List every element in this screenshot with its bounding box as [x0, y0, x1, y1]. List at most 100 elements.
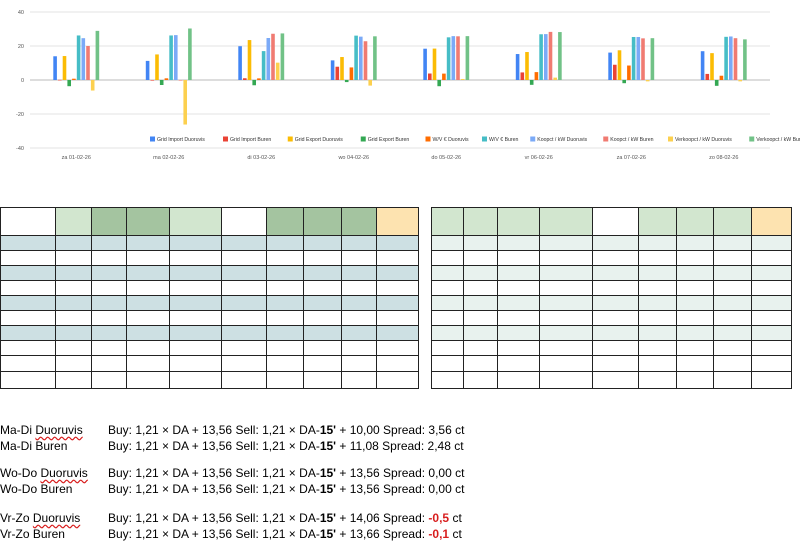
bar — [738, 80, 742, 82]
bar — [359, 36, 363, 80]
table-cell — [376, 310, 419, 326]
bar — [446, 37, 451, 80]
x-tick-label: di 03-02-26 — [247, 155, 275, 161]
bar — [373, 36, 377, 80]
buy-formula: Buy: 1,21 × DA + 13,56 — [108, 482, 233, 496]
table-cell — [376, 265, 419, 281]
date-cell — [0, 310, 56, 326]
empty-cell — [126, 355, 170, 372]
total-cell — [303, 371, 342, 389]
table-cell — [638, 325, 677, 341]
table-cell — [303, 235, 342, 251]
note-label-name: Duoruvis — [35, 423, 83, 437]
table-cell — [463, 265, 498, 281]
bar — [178, 80, 183, 81]
table-cell — [463, 280, 498, 296]
table-cell — [539, 295, 593, 311]
bar — [257, 78, 261, 80]
table-cell — [55, 325, 92, 341]
date-cell — [0, 250, 56, 266]
bar — [529, 80, 534, 85]
table-cell — [418, 280, 432, 296]
table-cell — [303, 250, 342, 266]
note-label-name: Buren — [35, 439, 68, 453]
table-cell — [463, 295, 498, 311]
note-formula: Buy: 1,21 × DA + 13,56 Sell: 1,21 × DA-1… — [108, 465, 464, 481]
table-cell — [169, 235, 222, 251]
table-cell — [418, 250, 432, 266]
total-cell — [676, 371, 714, 389]
note-formula: Buy: 1,21 × DA + 13,56 Sell: 1,21 × DA-1… — [108, 422, 464, 438]
bar — [252, 80, 256, 86]
table-cell — [221, 265, 267, 281]
total-cell — [418, 371, 432, 389]
table-row — [0, 295, 792, 311]
table-cell — [303, 340, 342, 356]
table-cell — [266, 265, 304, 281]
empty-cell — [55, 355, 92, 372]
bar — [613, 64, 617, 80]
note-formula: Buy: 1,21 × DA + 13,56 Sell: 1,21 × DA-1… — [108, 510, 462, 526]
table-cell — [341, 310, 377, 326]
y-tick-label: -40 — [16, 146, 24, 152]
table-cell — [341, 340, 377, 356]
bar — [150, 80, 155, 81]
bar — [247, 40, 252, 80]
bar — [58, 79, 62, 81]
buy-formula: Buy: 1,21 × DA + 13,56 — [108, 466, 233, 480]
column-header — [55, 207, 92, 236]
bar — [62, 56, 67, 80]
bar — [344, 80, 349, 83]
empty-cell — [713, 355, 752, 372]
date-cell — [0, 265, 56, 281]
legend-swatch — [482, 136, 487, 142]
table-cell — [169, 280, 222, 296]
table-cell — [303, 325, 342, 341]
bar — [423, 48, 427, 80]
table-cell — [266, 280, 304, 296]
bar — [465, 36, 470, 80]
bar — [534, 72, 539, 80]
bar — [460, 78, 465, 80]
table-cell — [221, 325, 267, 341]
table-cell — [221, 340, 267, 356]
bar — [67, 80, 71, 87]
bar — [354, 35, 358, 80]
table-cell — [126, 295, 170, 311]
table-cell — [592, 235, 639, 251]
note-label-name: Buren — [40, 482, 73, 496]
legend-swatch — [603, 136, 609, 142]
sell-interval: 15' — [319, 511, 337, 525]
note-formula: Buy: 1,21 × DA + 13,56 Sell: 1,21 × DA-1… — [108, 526, 462, 542]
table-cell — [431, 235, 464, 251]
table-cell — [539, 235, 593, 251]
bar — [705, 73, 710, 80]
sell-offset: + 10,00 Spread: — [336, 423, 429, 437]
table-cell — [751, 265, 792, 281]
bar — [238, 46, 242, 80]
empty-cell — [463, 355, 498, 372]
table-cell — [418, 295, 432, 311]
table-cell — [463, 235, 498, 251]
table-cell — [638, 295, 677, 311]
table-cell — [169, 295, 222, 311]
table-cell — [266, 235, 304, 251]
x-tick-label: zo 08-02-26 — [709, 155, 738, 161]
column-header — [592, 207, 639, 236]
legend-swatch — [150, 136, 155, 142]
table-row — [0, 235, 792, 251]
table-cell — [676, 280, 714, 296]
table-cell — [126, 235, 170, 251]
legend-entry: Grid Import Duoruvis — [157, 137, 205, 143]
table-cell — [676, 295, 714, 311]
sell-offset: + 13,56 Spread: — [336, 466, 429, 480]
table-cell — [497, 235, 540, 251]
date-cell — [0, 295, 56, 311]
note-label-name: Buren — [32, 527, 65, 541]
bar — [456, 36, 460, 80]
empty-cell — [266, 355, 304, 372]
total-cell — [341, 371, 377, 389]
table-cell — [221, 295, 267, 311]
x-tick-label: wo 04-02-26 — [337, 155, 369, 161]
bar — [271, 33, 275, 80]
